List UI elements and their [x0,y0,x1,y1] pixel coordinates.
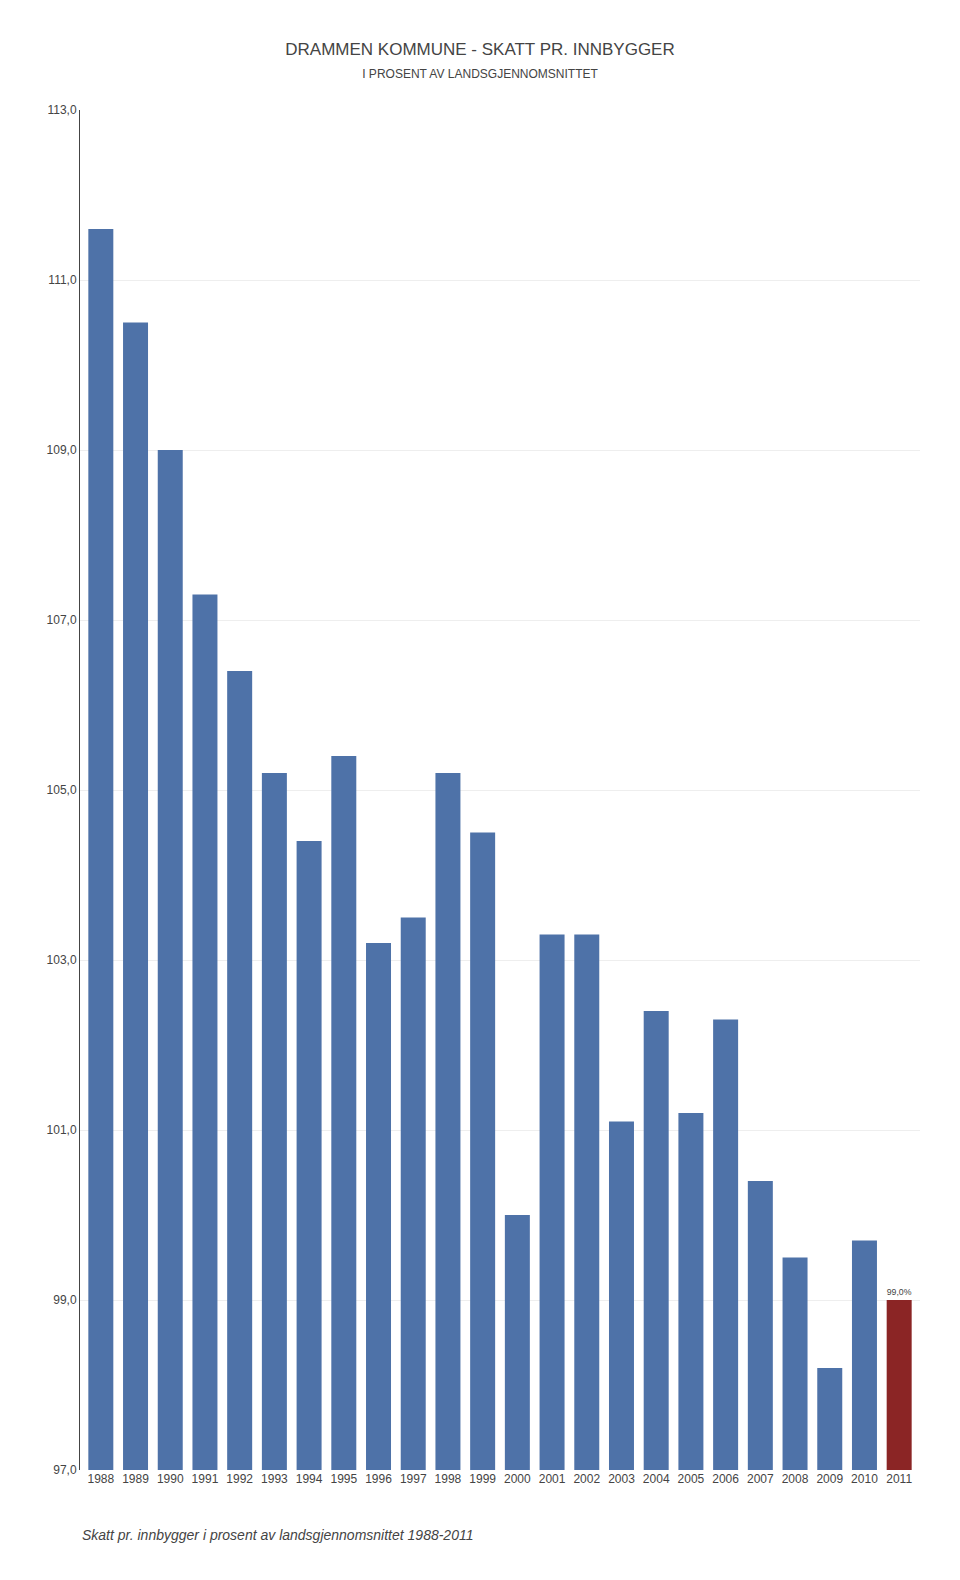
svg-text:1992: 1992 [226,1472,253,1486]
svg-text:1993: 1993 [261,1472,288,1486]
svg-text:DRAMMEN KOMMUNE - SKATT PR. IN: DRAMMEN KOMMUNE - SKATT PR. INNBYGGER [285,40,674,59]
svg-text:1989: 1989 [122,1472,149,1486]
svg-text:109,0: 109,0 [47,443,77,457]
svg-text:1991: 1991 [192,1472,219,1486]
svg-text:2004: 2004 [643,1472,670,1486]
svg-text:1995: 1995 [330,1472,357,1486]
svg-text:99,0: 99,0 [53,1293,77,1307]
svg-text:1997: 1997 [400,1472,427,1486]
svg-text:97,0: 97,0 [53,1463,77,1477]
svg-text:I PROSENT AV LANDSGJENNOMSNITT: I PROSENT AV LANDSGJENNOMSNITTET [362,67,598,81]
svg-text:1996: 1996 [365,1472,392,1486]
svg-text:1994: 1994 [296,1472,323,1486]
svg-text:105,0: 105,0 [47,783,77,797]
svg-text:2001: 2001 [539,1472,566,1486]
svg-text:101,0: 101,0 [47,1123,77,1137]
svg-text:2006: 2006 [712,1472,739,1486]
svg-text:Skatt pr. innbygger i prosent: Skatt pr. innbygger i prosent av landsgj… [82,1527,473,1543]
svg-text:107,0: 107,0 [47,613,77,627]
svg-text:1998: 1998 [435,1472,462,1486]
svg-text:1988: 1988 [87,1472,114,1486]
svg-text:1999: 1999 [469,1472,496,1486]
svg-text:2005: 2005 [678,1472,705,1486]
svg-text:2007: 2007 [747,1472,774,1486]
svg-text:113,0: 113,0 [47,103,76,117]
svg-text:2003: 2003 [608,1472,635,1486]
svg-text:2008: 2008 [782,1472,809,1486]
svg-text:2002: 2002 [573,1472,600,1486]
svg-text:111,0: 111,0 [48,273,77,287]
svg-text:2010: 2010 [851,1472,878,1486]
svg-text:2000: 2000 [504,1472,531,1486]
svg-text:2009: 2009 [816,1472,843,1486]
svg-text:1990: 1990 [157,1472,184,1486]
svg-text:99,0%: 99,0% [887,1287,912,1297]
svg-text:103,0: 103,0 [47,953,77,967]
svg-text:2011: 2011 [886,1472,912,1486]
